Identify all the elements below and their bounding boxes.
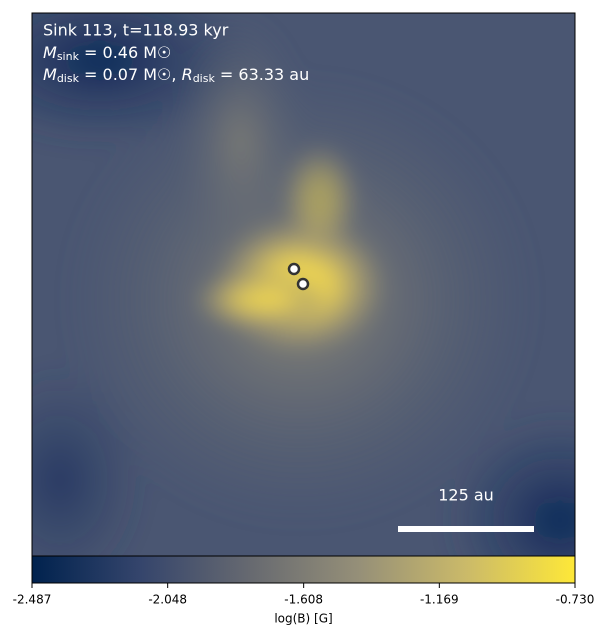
colorbar bbox=[31, 555, 576, 584]
subscript: disk bbox=[57, 72, 80, 85]
sink-marker bbox=[296, 277, 310, 291]
text: = 0.46 M☉ bbox=[79, 43, 171, 62]
colorbar-label: log(B) [G] bbox=[274, 612, 332, 626]
sink-mass: Msink = 0.46 M☉ bbox=[43, 43, 171, 64]
tick-label: -1.169 bbox=[420, 593, 459, 607]
scale-label: 125 au bbox=[438, 486, 494, 505]
symbol: R bbox=[182, 65, 193, 84]
tick-label: -1.608 bbox=[284, 593, 323, 607]
scale-bar bbox=[398, 526, 534, 532]
text: = 63.33 au bbox=[215, 65, 309, 84]
subscript: disk bbox=[193, 72, 216, 85]
tick-label: -0.730 bbox=[556, 593, 595, 607]
tick-label: -2.048 bbox=[148, 593, 187, 607]
disk-info: Mdisk = 0.07 M☉, Rdisk = 63.33 au bbox=[43, 65, 309, 86]
symbol: M bbox=[43, 65, 57, 84]
sink-marker bbox=[287, 262, 301, 276]
subscript: sink bbox=[57, 50, 80, 63]
title: Sink 113, t=118.93 kyr bbox=[43, 21, 229, 40]
tick-label: -2.487 bbox=[13, 593, 52, 607]
symbol: M bbox=[43, 43, 57, 62]
text: = 0.07 M☉, bbox=[79, 65, 182, 84]
